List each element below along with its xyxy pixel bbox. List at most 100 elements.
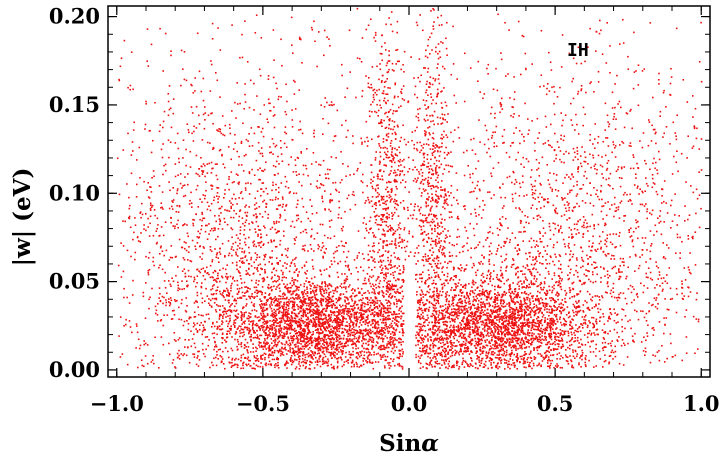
data-point	[434, 365, 436, 368]
data-point	[359, 309, 361, 311]
data-point	[288, 291, 291, 294]
data-point	[345, 278, 347, 280]
data-point	[506, 329, 509, 332]
data-point	[356, 318, 358, 320]
data-point	[236, 268, 238, 271]
data-point	[504, 368, 506, 370]
data-point	[343, 345, 345, 348]
data-point	[355, 340, 358, 343]
data-point	[457, 307, 460, 309]
data-point	[264, 353, 267, 355]
data-point	[428, 352, 430, 355]
data-point	[508, 332, 511, 335]
data-point	[370, 336, 372, 339]
data-point	[555, 313, 558, 316]
data-point	[429, 327, 432, 330]
data-point	[263, 303, 266, 305]
data-point	[509, 311, 511, 313]
data-point	[496, 278, 499, 281]
data-point	[500, 327, 503, 330]
data-point	[511, 290, 513, 293]
data-point	[342, 316, 345, 318]
data-point	[490, 351, 493, 353]
data-point	[436, 353, 438, 355]
data-point	[248, 359, 250, 362]
data-point	[200, 321, 202, 324]
data-point	[305, 323, 308, 325]
data-point	[516, 283, 519, 285]
data-point	[286, 287, 289, 290]
data-point	[303, 289, 306, 292]
data-point	[475, 274, 478, 276]
data-point	[360, 266, 362, 268]
data-point	[265, 307, 268, 310]
data-point	[470, 357, 472, 359]
data-point	[447, 367, 449, 370]
data-point	[387, 311, 389, 314]
data-point	[256, 330, 258, 332]
data-point	[370, 354, 373, 356]
data-point	[471, 311, 473, 313]
data-point	[453, 311, 455, 313]
data-point	[422, 349, 424, 352]
data-point	[546, 322, 549, 324]
data-point	[275, 297, 278, 300]
data-point	[271, 324, 273, 326]
data-point	[204, 355, 206, 358]
data-point	[343, 361, 346, 363]
data-point	[368, 340, 370, 342]
data-point	[380, 348, 382, 351]
data-point	[526, 358, 528, 361]
data-point	[526, 314, 528, 317]
data-point	[283, 305, 285, 308]
data-point	[566, 341, 568, 344]
data-point	[238, 287, 241, 290]
data-point	[553, 284, 555, 287]
data-point	[521, 329, 524, 332]
data-point	[366, 351, 368, 354]
data-point	[279, 327, 282, 329]
data-point	[316, 344, 318, 346]
data-point	[519, 333, 521, 336]
data-point	[522, 273, 524, 276]
data-point	[314, 306, 316, 308]
data-point	[432, 344, 435, 347]
data-point	[345, 318, 347, 320]
data-point	[459, 347, 462, 350]
data-point	[275, 315, 277, 317]
data-point	[323, 360, 325, 363]
data-point	[260, 354, 263, 357]
data-point	[293, 301, 295, 303]
data-point	[324, 288, 327, 290]
data-point	[503, 282, 506, 285]
data-point	[301, 358, 304, 360]
data-point	[528, 342, 530, 344]
data-point	[539, 333, 541, 336]
data-point	[343, 364, 345, 366]
data-point	[527, 322, 529, 324]
data-point	[544, 337, 547, 340]
data-point	[552, 323, 554, 325]
data-point	[234, 326, 236, 328]
data-point	[476, 328, 479, 331]
data-point	[468, 328, 471, 330]
data-point	[394, 256, 396, 259]
data-point	[363, 347, 365, 350]
data-point	[517, 309, 519, 311]
data-point	[347, 339, 350, 342]
data-point	[462, 340, 465, 343]
data-point	[344, 345, 346, 348]
data-point	[317, 299, 319, 301]
data-point	[281, 346, 283, 349]
data-point	[251, 168, 253, 171]
data-point	[505, 328, 508, 330]
data-point	[370, 331, 372, 334]
data-point	[217, 277, 220, 280]
data-point	[337, 357, 340, 359]
data-point	[442, 310, 445, 312]
data-point	[524, 325, 526, 327]
data-point	[253, 286, 256, 289]
data-point	[324, 321, 326, 323]
data-point	[432, 328, 434, 330]
data-point	[293, 338, 295, 341]
